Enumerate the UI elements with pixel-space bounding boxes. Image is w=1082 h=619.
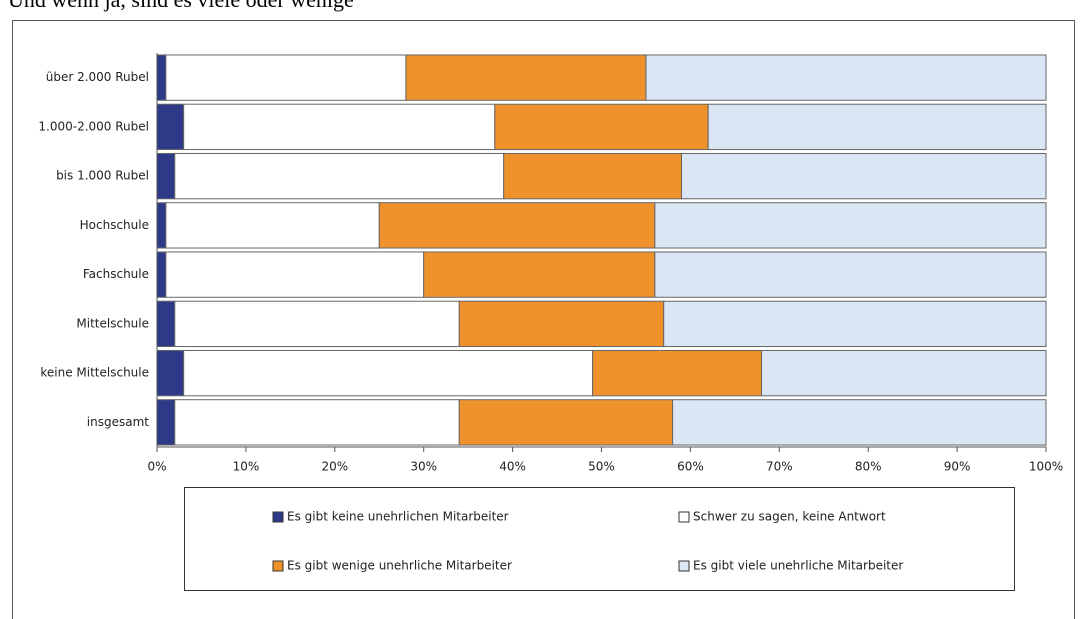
x-tick-label: 70% bbox=[766, 460, 793, 474]
bar-segment bbox=[672, 399, 1047, 446]
bar-segment bbox=[156, 399, 176, 446]
y-tick-label: keine Mittelschule bbox=[40, 366, 149, 380]
x-tick-label: 30% bbox=[410, 460, 437, 474]
bar-segment bbox=[707, 103, 1047, 151]
legend-marker bbox=[678, 560, 690, 572]
legend-box bbox=[184, 487, 1015, 591]
chart-title: Und wenn ja, sind es viele oder wenige bbox=[8, 0, 354, 12]
bar-segment bbox=[183, 349, 594, 397]
bar-segment bbox=[156, 54, 167, 101]
bar-segment bbox=[645, 54, 1047, 101]
bar-segment bbox=[156, 152, 176, 200]
bar-segment bbox=[183, 103, 496, 151]
bar-segment bbox=[663, 300, 1047, 348]
legend-marker bbox=[272, 560, 284, 572]
bar-segment bbox=[654, 202, 1047, 249]
legend-label: Es gibt keine unehrlichen Mitarbeiter bbox=[287, 510, 509, 524]
x-tick-label: 40% bbox=[499, 460, 526, 474]
bar-segment bbox=[156, 300, 176, 348]
bar-segment bbox=[378, 202, 656, 249]
bar-segment bbox=[405, 54, 647, 101]
x-tick-label: 10% bbox=[233, 460, 260, 474]
legend-label: Es gibt wenige unehrliche Mitarbeiter bbox=[287, 559, 512, 573]
bar-segment bbox=[174, 399, 460, 446]
y-tick-label: insgesamt bbox=[87, 415, 149, 429]
x-tick-label: 80% bbox=[855, 460, 882, 474]
bar-segment bbox=[761, 349, 1047, 397]
bar-segment bbox=[423, 251, 656, 298]
bar-segment bbox=[165, 251, 425, 298]
bar-segment bbox=[592, 349, 763, 397]
bar-segment bbox=[654, 251, 1047, 298]
bar-segment bbox=[156, 349, 185, 397]
x-tick-label: 50% bbox=[588, 460, 615, 474]
bar-segment bbox=[458, 399, 674, 446]
bar-segment bbox=[156, 103, 185, 151]
x-tick-label: 20% bbox=[321, 460, 348, 474]
x-tick-label: 90% bbox=[944, 460, 971, 474]
bar-segment bbox=[174, 300, 460, 348]
chart-frame bbox=[12, 20, 1075, 619]
y-tick-label: Mittelschule bbox=[76, 316, 149, 330]
legend-marker bbox=[678, 511, 690, 523]
bar-segment bbox=[494, 103, 709, 151]
y-tick-label: Fachschule bbox=[83, 267, 149, 281]
x-tick-label: 60% bbox=[677, 460, 704, 474]
y-tick-label: Hochschule bbox=[80, 218, 149, 232]
y-tick-label: über 2.000 Rubel bbox=[46, 70, 149, 84]
bar-segment bbox=[156, 202, 167, 249]
y-tick-label: bis 1.000 Rubel bbox=[56, 169, 149, 183]
bar-segment bbox=[165, 202, 380, 249]
x-tick-label: 100% bbox=[1029, 460, 1063, 474]
bar-segment bbox=[458, 300, 665, 348]
legend-label: Es gibt viele unehrliche Mitarbeiter bbox=[693, 559, 903, 573]
y-tick-label: 1.000-2.000 Rubel bbox=[38, 119, 149, 133]
bar-segment bbox=[174, 152, 505, 200]
legend-marker bbox=[272, 511, 284, 523]
bar-segment bbox=[156, 251, 167, 298]
x-tick-label: 0% bbox=[147, 460, 166, 474]
bar-segment bbox=[503, 152, 683, 200]
bar-segment bbox=[165, 54, 407, 101]
legend-label: Schwer zu sagen, keine Antwort bbox=[693, 510, 886, 524]
bar-segment bbox=[681, 152, 1047, 200]
